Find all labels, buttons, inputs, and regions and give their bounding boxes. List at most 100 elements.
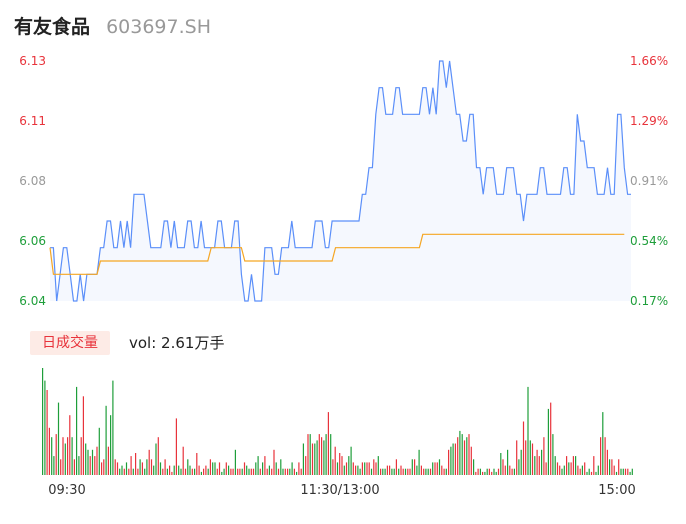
volume-bar: [277, 468, 280, 475]
volume-bar: [91, 449, 94, 475]
chart-title: 有友食品 603697.SH: [14, 12, 211, 39]
volume-bar: [461, 434, 463, 475]
volume-bar: [82, 396, 84, 475]
volume-bar: [359, 468, 361, 475]
volume-bar: [482, 471, 484, 475]
volume-bar: [384, 468, 386, 475]
x-tick-label: 11:30/13:00: [300, 483, 379, 498]
volume-bar: [620, 468, 622, 475]
y-tick-label: 6.11: [19, 114, 46, 128]
volume-bar: [400, 465, 402, 475]
volume-bar: [370, 468, 373, 475]
volume-bar: [119, 468, 121, 475]
volume-bar: [597, 465, 599, 475]
volume-bar: [561, 468, 563, 475]
volume-bar: [318, 434, 320, 475]
volume-bar: [146, 459, 148, 475]
volume-bar: [563, 465, 565, 475]
volume-bar: [590, 471, 593, 475]
volume-bar: [153, 465, 155, 475]
volume-bar: [144, 468, 146, 475]
volume-bar: [234, 449, 236, 475]
volume-bar: [264, 456, 266, 475]
volume-bar: [609, 459, 611, 475]
y-tick-label-right: 0.17%: [630, 294, 668, 308]
volume-bar: [366, 462, 368, 475]
volume-readout: vol: 2.61万手: [129, 334, 225, 352]
volume-bar: [175, 418, 177, 475]
volume-bar: [339, 453, 341, 475]
volume-bar: [64, 443, 66, 475]
volume-bar: [627, 468, 629, 475]
volume-bar: [420, 465, 422, 475]
volume-bar: [473, 459, 475, 475]
volume-bar: [259, 468, 261, 475]
volume-bar: [525, 440, 527, 475]
volume-bar: [518, 459, 520, 475]
volume-bar: [214, 462, 216, 475]
volume-bar: [527, 386, 529, 475]
volume-bar: [513, 468, 515, 475]
volume-bar: [69, 415, 71, 475]
volume-bar: [332, 459, 334, 475]
volume-bar: [568, 462, 570, 475]
volume-bar: [114, 459, 116, 475]
volume-bar: [110, 415, 112, 475]
volume-bar: [502, 459, 504, 475]
volume-bar: [60, 459, 62, 475]
volume-bar: [393, 468, 395, 475]
volume-bar: [327, 412, 329, 475]
volume-bar: [252, 468, 255, 475]
volume-bar: [484, 471, 486, 475]
volume-bar: [207, 468, 209, 475]
volume-bar: [427, 468, 429, 475]
x-tick-label: 15:00: [598, 483, 635, 498]
volume-bar: [105, 405, 107, 475]
volume-bar: [631, 468, 633, 475]
y-tick-label: 6.08: [19, 174, 46, 188]
volume-bar: [386, 465, 388, 475]
volume-bar: [495, 471, 497, 475]
volume-bar: [522, 421, 525, 475]
volume-bar: [71, 437, 73, 475]
volume-bar: [629, 471, 631, 475]
volume-bar: [554, 456, 556, 475]
volume-bar: [250, 468, 252, 475]
volume-bar: [586, 471, 588, 475]
volume-bar: [205, 465, 207, 475]
volume-bar: [429, 468, 432, 475]
volume-bar: [466, 437, 468, 475]
volume-bar: [438, 459, 441, 475]
volume-badge-label: 日成交量: [42, 335, 98, 351]
volume-bar: [121, 465, 123, 475]
volume-bar: [602, 412, 604, 475]
y-tick-label: 6.13: [19, 54, 46, 68]
stock-name: 有友食品: [14, 16, 91, 38]
volume-bar: [243, 462, 246, 475]
volume-bar: [135, 453, 137, 475]
volume-bar: [316, 440, 318, 475]
volume-bar: [293, 468, 295, 475]
volume-bar: [622, 468, 624, 475]
volume-bar: [416, 465, 418, 475]
volume-bar: [296, 471, 298, 475]
volume-bar: [432, 462, 434, 475]
volume-bar: [355, 465, 357, 475]
volume-bar: [531, 443, 534, 475]
volume-bar: [615, 471, 618, 475]
volume-bar: [309, 434, 311, 475]
volume-bar: [180, 468, 182, 475]
volume-bar: [550, 402, 552, 475]
volume-bar: [352, 462, 354, 475]
volume-bar: [459, 430, 461, 475]
volume-bar: [307, 434, 309, 475]
volume-bar: [107, 446, 109, 475]
volume-bar: [572, 456, 574, 475]
volume-bar: [291, 462, 293, 475]
volume-bar: [298, 462, 300, 475]
volume-bar: [436, 462, 438, 475]
volume-bar: [343, 465, 345, 475]
volume-bar: [162, 468, 164, 475]
volume-bar: [470, 446, 472, 475]
volume-bar: [556, 462, 559, 475]
